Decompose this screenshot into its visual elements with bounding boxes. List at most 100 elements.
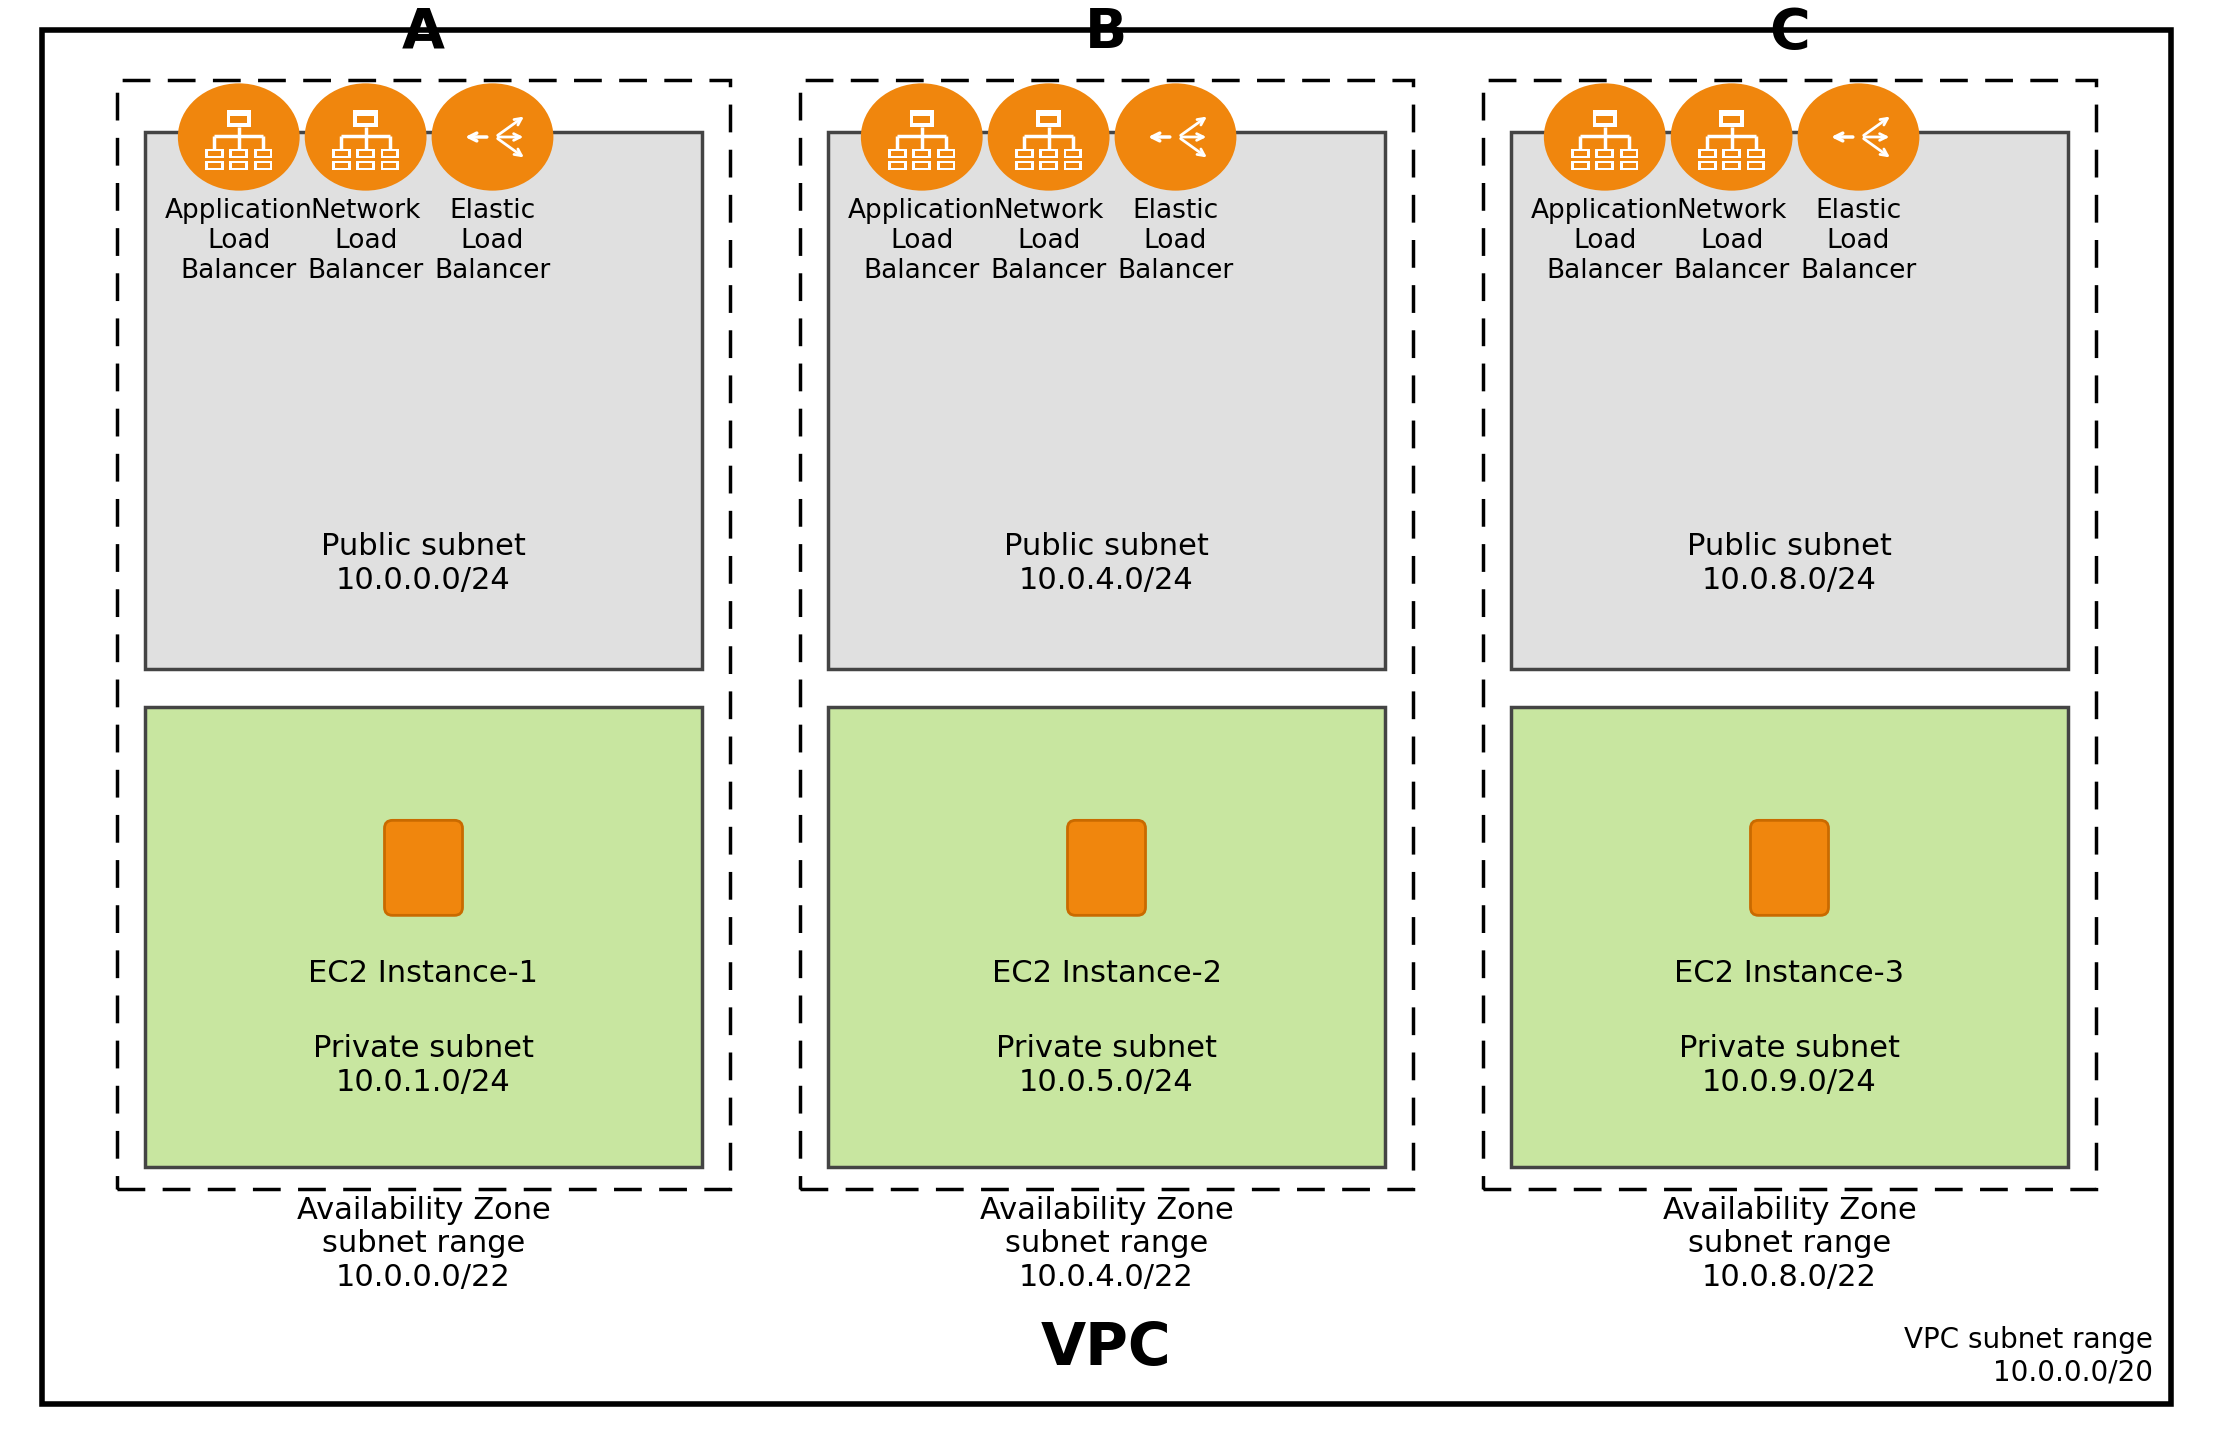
Bar (1722, 149, 1742, 158)
Bar (1040, 116, 1058, 123)
Ellipse shape (1671, 83, 1793, 191)
Ellipse shape (305, 83, 427, 191)
Bar (1018, 163, 1031, 168)
Text: EC2 Instance-1: EC2 Instance-1 (308, 959, 538, 988)
Bar (1067, 163, 1080, 168)
Text: Network
Load
Balancer: Network Load Balancer (1673, 198, 1790, 284)
Text: VPC subnet range
10.0.0.0/20: VPC subnet range 10.0.0.0/20 (1903, 1326, 2153, 1387)
Bar (887, 161, 907, 171)
Bar (146, 707, 702, 1167)
Bar (1726, 163, 1737, 168)
Bar (1702, 163, 1713, 168)
Text: Application
Load
Balancer: Application Load Balancer (166, 198, 312, 284)
Bar (257, 151, 270, 155)
Ellipse shape (432, 83, 553, 191)
Bar (1042, 151, 1056, 155)
Bar (206, 161, 224, 171)
Bar (1622, 151, 1635, 155)
Bar (383, 151, 396, 155)
Text: Application
Load
Balancer: Application Load Balancer (848, 198, 996, 284)
Bar (1697, 161, 1717, 171)
Bar (916, 163, 927, 168)
Bar (1750, 151, 1762, 155)
Text: A: A (403, 6, 445, 60)
Bar (230, 116, 248, 123)
Bar (1746, 161, 1766, 171)
Bar (206, 149, 224, 158)
Text: VPC: VPC (1040, 1321, 1173, 1378)
Bar (1726, 151, 1737, 155)
Bar (354, 110, 378, 126)
Bar (332, 161, 350, 171)
Bar (1064, 161, 1082, 171)
Bar (1483, 80, 2096, 1189)
Bar (356, 149, 374, 158)
Text: Availability Zone
subnet range
10.0.0.0/22: Availability Zone subnet range 10.0.0.0/… (297, 1196, 551, 1292)
Bar (1724, 116, 1739, 123)
Text: Public subnet
10.0.4.0/24: Public subnet 10.0.4.0/24 (1005, 532, 1208, 595)
Ellipse shape (987, 83, 1109, 191)
Bar (910, 110, 934, 126)
Bar (254, 161, 272, 171)
Bar (254, 149, 272, 158)
Bar (1746, 149, 1766, 158)
Bar (1722, 161, 1742, 171)
Text: C: C (1768, 6, 1810, 60)
Bar (1036, 110, 1060, 126)
Bar (1598, 151, 1611, 155)
Text: Elastic
Load
Balancer: Elastic Load Balancer (1801, 198, 1916, 284)
Bar (936, 149, 956, 158)
Bar (334, 151, 347, 155)
Bar (356, 116, 374, 123)
Text: Private subnet
10.0.9.0/24: Private subnet 10.0.9.0/24 (1680, 1034, 1901, 1097)
Bar (1016, 161, 1033, 171)
Bar (1702, 151, 1713, 155)
Bar (146, 132, 702, 668)
Ellipse shape (1545, 83, 1666, 191)
Ellipse shape (1797, 83, 1919, 191)
FancyBboxPatch shape (1067, 820, 1146, 915)
Bar (1596, 116, 1613, 123)
Bar (359, 163, 372, 168)
Bar (1573, 163, 1587, 168)
Bar (1598, 163, 1611, 168)
Text: Private subnet
10.0.1.0/24: Private subnet 10.0.1.0/24 (312, 1034, 533, 1097)
Bar (828, 707, 1385, 1167)
Bar (117, 80, 730, 1189)
Text: Availability Zone
subnet range
10.0.8.0/22: Availability Zone subnet range 10.0.8.0/… (1662, 1196, 1916, 1292)
Ellipse shape (177, 83, 299, 191)
Text: Elastic
Load
Balancer: Elastic Load Balancer (434, 198, 551, 284)
Text: B: B (1084, 6, 1129, 60)
Bar (232, 151, 246, 155)
Bar (1571, 161, 1589, 171)
Text: Public subnet
10.0.0.0/24: Public subnet 10.0.0.0/24 (321, 532, 527, 595)
Bar (1596, 161, 1613, 171)
Bar (1622, 163, 1635, 168)
Bar (936, 161, 956, 171)
Bar (381, 161, 398, 171)
Bar (381, 149, 398, 158)
Bar (912, 149, 932, 158)
Bar (1593, 110, 1618, 126)
Bar (1511, 707, 2067, 1167)
Bar (230, 161, 248, 171)
Bar (801, 80, 1412, 1189)
Bar (356, 161, 374, 171)
Bar (1596, 149, 1613, 158)
Bar (914, 116, 929, 123)
Bar (1064, 149, 1082, 158)
Bar (1040, 161, 1058, 171)
Bar (359, 151, 372, 155)
Bar (383, 163, 396, 168)
Text: Network
Load
Balancer: Network Load Balancer (308, 198, 423, 284)
Bar (916, 151, 927, 155)
Bar (257, 163, 270, 168)
FancyBboxPatch shape (1750, 820, 1828, 915)
Bar (912, 161, 932, 171)
Bar (887, 149, 907, 158)
Bar (334, 163, 347, 168)
Bar (230, 149, 248, 158)
Bar (1571, 149, 1589, 158)
Text: Public subnet
10.0.8.0/24: Public subnet 10.0.8.0/24 (1686, 532, 1892, 595)
Bar (208, 151, 221, 155)
